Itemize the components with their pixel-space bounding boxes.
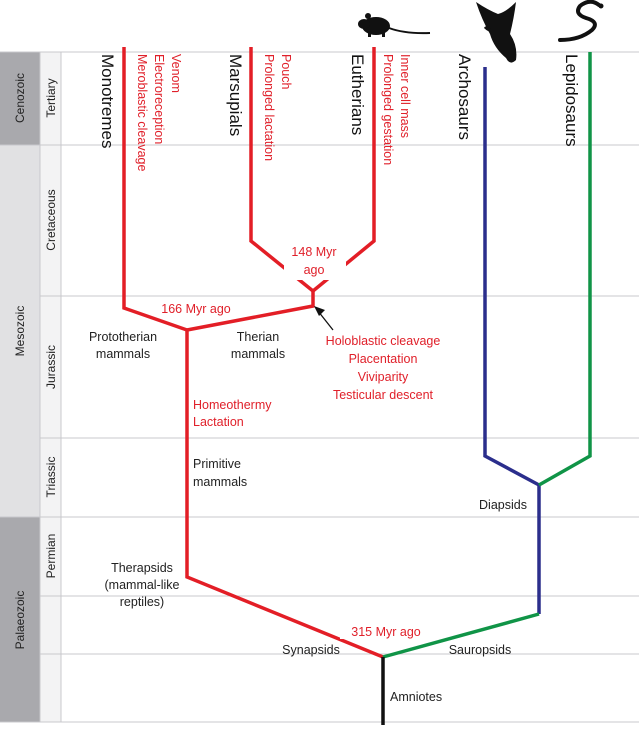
trait-venom: Venom xyxy=(169,54,183,93)
period-label-triassic: Triassic xyxy=(44,457,58,498)
era-band-mesozoic xyxy=(0,145,40,517)
taxon-monotremes: Monotremes xyxy=(98,54,117,148)
period-label-cretaceous: Cretaceous xyxy=(44,189,58,250)
branch-sauropsid-stem xyxy=(382,612,540,659)
branch-therian-stem xyxy=(186,291,315,332)
trait-electroreception: Electroreception xyxy=(152,54,166,144)
snake-silhouette-icon xyxy=(558,0,604,42)
clade-therapsids-line3: reptiles) xyxy=(120,595,164,609)
clade-therapsids-line1: Therapsids xyxy=(111,561,173,575)
branch-archosaurs xyxy=(483,67,540,487)
trait-inner-cell-mass: Inner cell mass xyxy=(398,54,412,138)
trait-homeothermy: Homeothermy xyxy=(193,398,272,412)
taxon-archosaurs: Archosaurs xyxy=(455,54,474,140)
clade-prototherian-line2: mammals xyxy=(96,347,150,361)
era-label-palaeozoic: Palaeozoic xyxy=(13,591,27,650)
clade-prototherian-line1: Prototherian xyxy=(89,330,157,344)
trait-lactation: Lactation xyxy=(193,415,244,429)
trait-meroblastic-cleavage: Meroblastic cleavage xyxy=(135,54,149,171)
clade-synapsids: Synapsids xyxy=(282,643,340,657)
taxon-eutherians: Eutherians xyxy=(348,54,367,135)
taxon-marsupials: Marsupials xyxy=(226,54,245,136)
date-synapsid-sauropsid: 315 Myr ago xyxy=(351,625,421,639)
trait-viviparity: Viviparity xyxy=(358,370,409,384)
therian-node-arrow xyxy=(314,306,334,331)
era-label-cenozoic: Cenozoic xyxy=(13,73,27,123)
trait-prolonged-lactation: Prolonged lactation xyxy=(262,54,276,161)
trait-pouch: Pouch xyxy=(279,54,293,89)
period-label-permian: Permian xyxy=(44,534,58,579)
period-boundaries xyxy=(0,51,639,723)
clade-diapsids: Diapsids xyxy=(479,498,527,512)
branch-synapsid-stem xyxy=(185,330,384,659)
branch-lepidosaurs xyxy=(538,52,592,487)
trait-prolonged-gestation: Prolonged gestation xyxy=(381,54,395,165)
trait-holoblastic-cleavage: Holoblastic cleavage xyxy=(326,334,441,348)
clade-therapsids-line2: (mammal-like xyxy=(105,578,180,592)
bird-silhouette-icon xyxy=(476,2,517,63)
trait-placentation: Placentation xyxy=(349,352,418,366)
era-band-palaeozoic xyxy=(0,517,40,722)
clade-primitive-line2: mammals xyxy=(193,475,247,489)
date-monotreme-therian: 166 Myr ago xyxy=(161,302,231,316)
period-label-jurassic: Jurassic xyxy=(44,345,58,389)
era-band-cenozoic xyxy=(0,52,40,145)
clade-therian-line1: Therian xyxy=(237,330,279,344)
clade-therian-line2: mammals xyxy=(231,347,285,361)
clade-amniotes: Amniotes xyxy=(390,690,442,704)
trait-testicular-descent: Testicular descent xyxy=(333,388,434,402)
rodent-silhouette-icon xyxy=(358,13,431,37)
era-label-mesozoic: Mesozoic xyxy=(13,306,27,357)
taxon-lepidosaurs: Lepidosaurs xyxy=(562,54,581,147)
date-marsupial-eutherian-line1: 148 Myr xyxy=(291,245,336,259)
clade-sauropsids: Sauropsids xyxy=(449,643,512,657)
date-marsupial-eutherian-line2: ago xyxy=(304,263,325,277)
clade-primitive-line1: Primitive xyxy=(193,457,241,471)
period-label-tertiary: Tertiary xyxy=(44,78,58,117)
period-column xyxy=(40,52,61,722)
branch-monotremes xyxy=(122,47,188,332)
